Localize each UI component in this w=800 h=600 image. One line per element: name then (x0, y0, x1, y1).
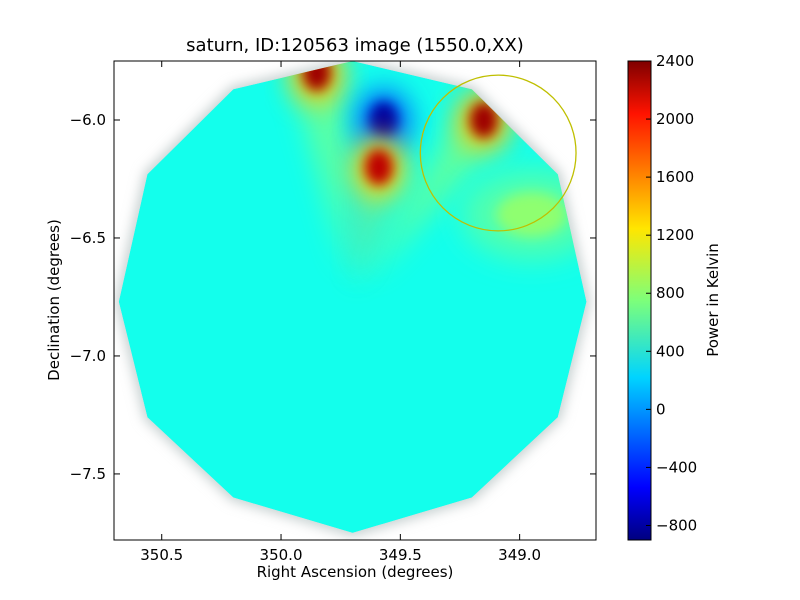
plot-area: 350.5 350.0 349.5 349.0 −6.0 −6.5 −7.0 −7.5 (70, 60, 597, 564)
y-axis-label: Declination (degrees) (45, 219, 63, 381)
colorbar-gradient (628, 61, 651, 540)
colorbar-tick-label: 1200 (656, 226, 694, 244)
y-tick-label: −7.0 (70, 347, 106, 365)
heatmap-image (118, 61, 587, 533)
heatmap-background (118, 61, 587, 533)
colorbar-ticks: 2400 2000 1600 1200 800 400 0 −400 −800 (646, 52, 697, 534)
plot-frame (113, 60, 597, 541)
heatmap-cold-spot (369, 101, 398, 138)
heatmap-features (290, 61, 587, 287)
source-circle (419, 74, 577, 232)
colorbar-tick-label: 0 (656, 400, 666, 418)
colorbar-tick-label: −400 (656, 458, 697, 476)
colorbar-tick-label: 2000 (656, 110, 694, 128)
x-axis-ticks: 350.5 350.0 349.5 349.0 (140, 61, 541, 564)
y-tick-label: −6.0 (70, 111, 106, 129)
colorbar-tick-label: 1600 (656, 168, 694, 186)
colorbar-tick-label: 400 (656, 342, 685, 360)
colorbar-label: Power in Kelvin (704, 243, 722, 357)
heatmap-hot-spot (496, 192, 567, 237)
heatmap-hot-spot (302, 61, 331, 91)
x-tick-label: 350.5 (140, 546, 183, 564)
heatmap-streak (293, 69, 350, 277)
colorbar-frame (627, 60, 652, 541)
colorbar-tick-label: −800 (656, 516, 697, 534)
y-axis-ticks: −6.0 −6.5 −7.0 −7.5 (70, 111, 596, 483)
heatmap-hot-spot (364, 149, 393, 186)
x-tick-label: 349.5 (379, 546, 422, 564)
colorbar-tick-label: 2400 (656, 52, 694, 70)
y-tick-label: −7.5 (70, 465, 106, 483)
x-tick-label: 349.0 (498, 546, 541, 564)
x-tick-label: 350.0 (260, 546, 303, 564)
colorbar-tick-label: 800 (656, 284, 685, 302)
x-axis-label: Right Ascension (degrees) (257, 563, 454, 581)
heatmap-hot-spot (469, 101, 498, 138)
y-tick-label: −6.5 (70, 229, 106, 247)
colorbar: 2400 2000 1600 1200 800 400 0 −400 −800 Power in… (627, 52, 722, 541)
chart-title: saturn, ID:120563 image (1550.0,XX) (186, 35, 524, 56)
heatmap-streak (365, 105, 504, 282)
